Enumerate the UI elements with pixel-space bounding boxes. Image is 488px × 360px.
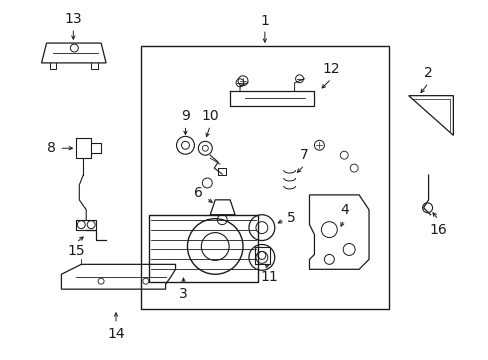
Text: 13: 13 — [64, 12, 82, 26]
Text: 3: 3 — [179, 287, 187, 301]
Text: 15: 15 — [67, 244, 85, 258]
Text: 12: 12 — [322, 62, 340, 76]
Text: 4: 4 — [339, 203, 348, 217]
Text: 11: 11 — [261, 270, 278, 284]
Text: 6: 6 — [194, 186, 203, 200]
Text: 2: 2 — [423, 66, 432, 80]
Text: 14: 14 — [107, 327, 124, 341]
Text: 16: 16 — [429, 222, 447, 237]
Bar — [148, 215, 257, 282]
Bar — [141, 46, 388, 309]
Text: 8: 8 — [47, 141, 56, 155]
Text: 5: 5 — [286, 211, 295, 225]
Text: 9: 9 — [181, 108, 189, 122]
Text: 10: 10 — [201, 108, 219, 122]
Text: 1: 1 — [260, 14, 269, 28]
Text: 7: 7 — [300, 148, 308, 162]
